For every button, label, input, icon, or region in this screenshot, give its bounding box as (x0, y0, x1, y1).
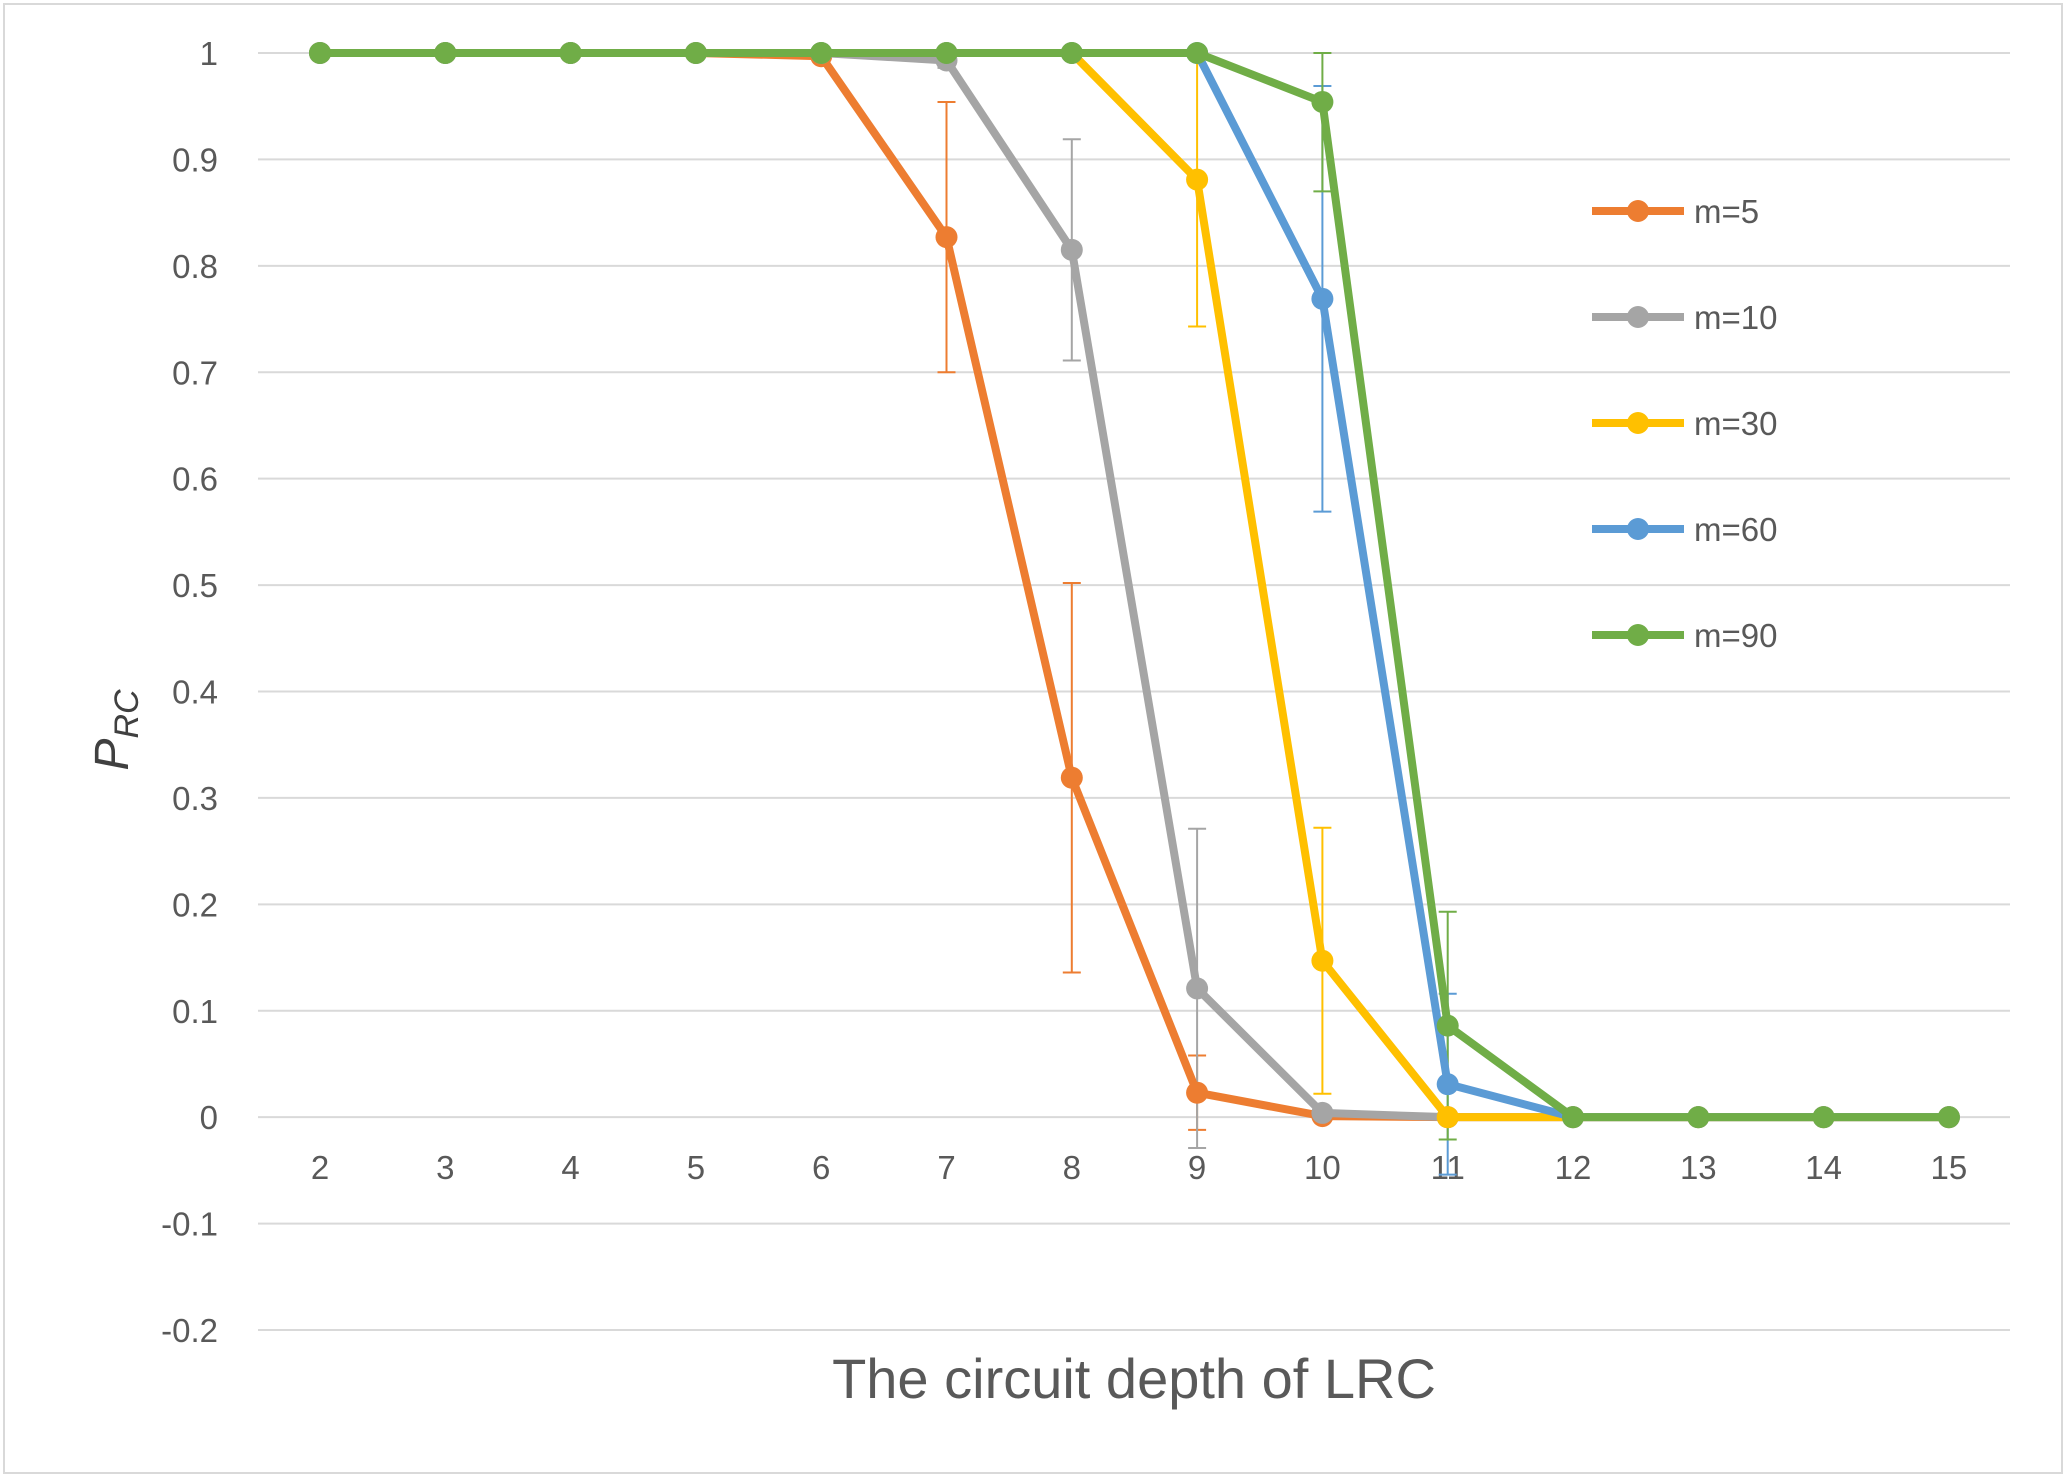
y-tick-label: 0.6 (172, 461, 218, 498)
chart-border (3, 3, 2063, 1474)
data-point (1186, 42, 1209, 64)
x-axis-ticks: 2 3 4 5 6 7 8 9 10 11 12 13 14 15 (311, 1149, 1967, 1186)
x-axis-label: The circuit depth of LRC (832, 1347, 1436, 1410)
x-tick-label: 13 (1680, 1149, 1717, 1186)
y-tick-label: 0.4 (172, 674, 218, 711)
legend-marker (1627, 412, 1649, 434)
data-point (1311, 1101, 1334, 1124)
x-tick-label: 3 (436, 1149, 454, 1186)
y-tick-label: 0.5 (172, 567, 218, 604)
y-tick-label: 0.8 (172, 248, 218, 285)
data-point (1186, 168, 1209, 191)
y-axis-label-sub: RC (108, 689, 146, 739)
data-point (434, 42, 457, 64)
x-tick-label: 5 (687, 1149, 705, 1186)
x-tick-label: 2 (311, 1149, 329, 1186)
data-point (1937, 1106, 1960, 1129)
data-point (1436, 1014, 1459, 1037)
y-tick-label: 0 (200, 1099, 218, 1136)
y-tick-label: 0.9 (172, 141, 218, 178)
x-tick-label: 10 (1304, 1149, 1341, 1186)
data-point (309, 42, 331, 64)
legend-marker (1627, 306, 1649, 328)
legend-label: m=5 (1694, 193, 1759, 230)
x-tick-label: 9 (1188, 1149, 1206, 1186)
legend-label: m=90 (1694, 617, 1777, 654)
data-point (1562, 1106, 1584, 1129)
legend-label: m=10 (1694, 299, 1777, 336)
data-point (1311, 949, 1334, 972)
y-axis-ticks: -0.2 -0.1 0 0.1 0.2 0.3 0.4 0.5 0.6 0.7 0.8 0.9 1 (161, 35, 218, 1349)
legend-marker (1627, 624, 1649, 646)
y-tick-label: 0.2 (172, 886, 218, 923)
x-tick-label: 4 (561, 1149, 579, 1186)
y-tick-label: 0.1 (172, 993, 218, 1030)
y-tick-label: -0.2 (161, 1312, 218, 1349)
y-tick-label: -0.1 (161, 1206, 218, 1243)
x-tick-label: 14 (1805, 1149, 1842, 1186)
data-point (1060, 766, 1083, 789)
legend-marker (1627, 518, 1649, 540)
data-point (1687, 1106, 1710, 1129)
data-point (1186, 977, 1209, 1000)
data-point (935, 42, 958, 64)
x-tick-label: 6 (812, 1149, 830, 1186)
data-point (1060, 42, 1083, 64)
data-point (1311, 90, 1334, 113)
data-point (684, 42, 707, 64)
x-tick-label: 15 (1931, 1149, 1968, 1186)
y-axis-label: PRC (86, 689, 146, 771)
x-tick-label: 12 (1555, 1149, 1592, 1186)
data-point (1436, 1073, 1459, 1096)
y-tick-label: 0.7 (172, 354, 218, 391)
legend: m=5 m=10 m=30 m=60 m=90 (1592, 193, 1777, 654)
y-axis-label-main: P (86, 739, 139, 771)
data-point (1311, 287, 1334, 310)
x-tick-label: 8 (1063, 1149, 1081, 1186)
series-line-5 (316, 49, 1953, 1122)
data-point (1060, 238, 1083, 261)
data-point (810, 42, 833, 64)
series-lines (309, 42, 1960, 1129)
y-tick-label: 0.3 (172, 780, 218, 817)
data-point (1186, 1081, 1209, 1104)
legend-label: m=30 (1694, 405, 1777, 442)
y-tick-label: 1 (200, 35, 218, 72)
legend-label: m=60 (1694, 511, 1777, 548)
legend-marker (1627, 200, 1649, 222)
data-point (1812, 1106, 1835, 1129)
data-point (1436, 1106, 1459, 1129)
data-point (559, 42, 582, 64)
x-tick-label: 7 (937, 1149, 955, 1186)
data-point (935, 226, 958, 249)
